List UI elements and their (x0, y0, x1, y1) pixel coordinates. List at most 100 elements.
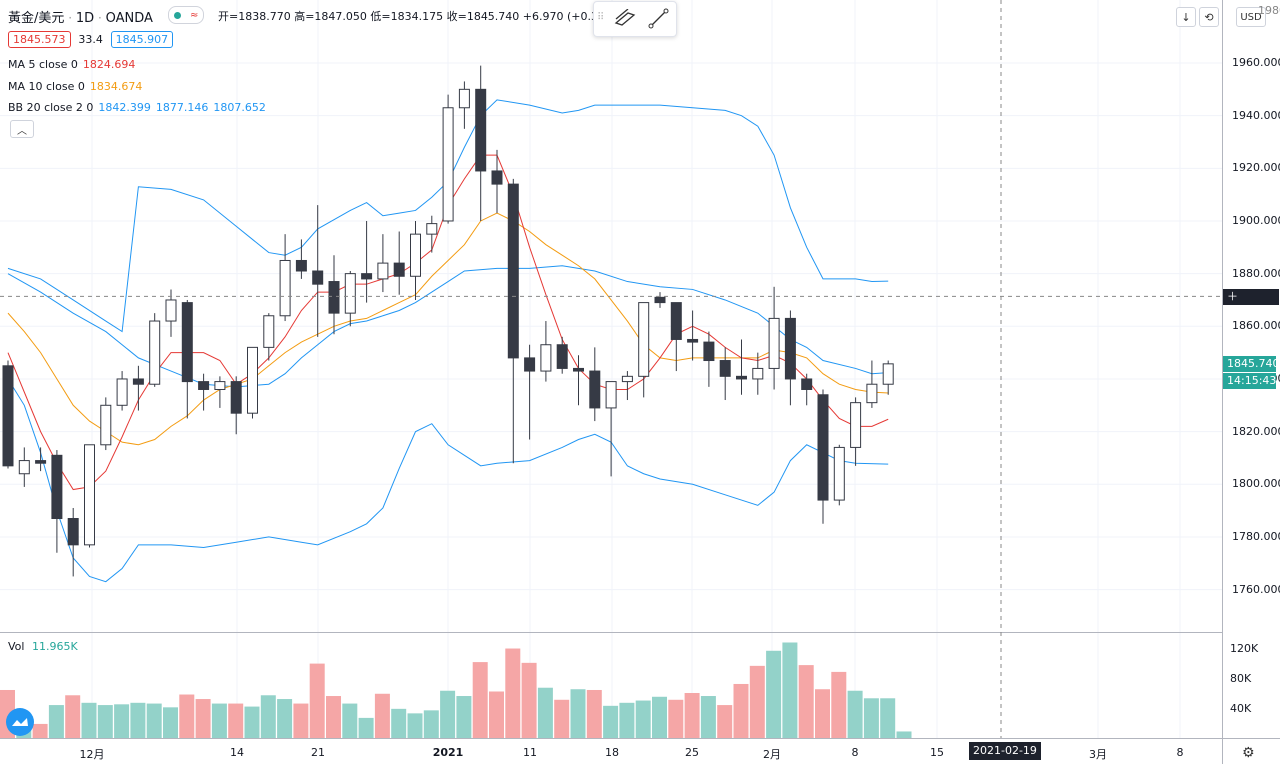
volume-bar (798, 665, 814, 738)
volume-bar (505, 648, 521, 738)
volume-bar (97, 705, 113, 738)
ma5-legend[interactable]: MA 5 close 0 1824.694 (8, 58, 140, 71)
candle (605, 381, 617, 477)
tradingview-logo-icon[interactable] (6, 708, 34, 736)
bb-line-lower (7, 378, 889, 583)
candle (181, 299, 193, 419)
candle (540, 321, 552, 382)
collapse-legend-button[interactable]: ︿ (10, 120, 34, 138)
crosshair-date-label: 2021-02-19 (969, 742, 1041, 760)
volume-legend[interactable]: Vol 11.965K (8, 640, 78, 653)
volume-bar (211, 703, 227, 738)
volume-label: Vol (8, 640, 25, 653)
approx-icon: ≈ (189, 9, 199, 21)
candle-body-down (295, 259, 307, 272)
candle (100, 397, 112, 451)
candle (882, 360, 894, 395)
candle-body-up (866, 383, 878, 404)
fullscreen-button[interactable]: ⟲ (1199, 7, 1219, 27)
candle (295, 239, 307, 279)
ma10-label: MA 10 close 0 (8, 80, 85, 93)
candle (670, 302, 682, 372)
candle (817, 389, 829, 524)
candle (736, 339, 747, 395)
volume-bar (749, 665, 765, 738)
candle-body-down (654, 296, 666, 304)
volume-bar (603, 705, 619, 738)
grid-lines (0, 0, 1222, 738)
candle (165, 289, 177, 337)
volume-bar (456, 696, 472, 738)
currency-button[interactable]: USD (1236, 7, 1266, 27)
volume-bar (733, 683, 749, 738)
candle-body-up (116, 378, 128, 406)
price-tick-label: 1800.000 (1232, 477, 1280, 491)
candle-body-down (491, 170, 503, 185)
volume-bar (260, 695, 276, 738)
volume-tick-label: 80K (1230, 671, 1252, 685)
volume-bar (130, 702, 146, 738)
settings-gear-icon[interactable]: ⚙ (1242, 745, 1255, 761)
candle-body-up (247, 346, 258, 414)
candle-body-down (67, 518, 79, 546)
price-tick-label: 1760.000 (1232, 582, 1280, 596)
time-tick-label: 11 (523, 746, 537, 759)
arrow-down-icon: ↓ (1181, 10, 1191, 24)
candle (524, 344, 536, 440)
volume-bar (635, 700, 651, 738)
volume-bar (391, 708, 407, 738)
price-tick-label: 1960.000 (1232, 56, 1280, 69)
volume-bar (619, 702, 635, 738)
candle (654, 292, 666, 308)
candle (230, 376, 242, 435)
countdown-label: 14:15:43 (1223, 373, 1276, 389)
candle-body-down (328, 281, 340, 314)
candle (279, 234, 291, 322)
candle-body-down (393, 262, 405, 277)
candle-body-up (84, 444, 95, 546)
drag-handle-icon[interactable]: ⠿ (597, 12, 605, 23)
candle-body-down (573, 367, 584, 372)
ma10-legend[interactable]: MA 10 close 0 1834.674 (8, 80, 147, 93)
volume-bar (114, 704, 130, 738)
candle-body-down (361, 273, 373, 280)
price-tick-label: 1900.000 (1232, 213, 1280, 227)
spread-value: 33.4 (78, 33, 103, 46)
candle (361, 220, 373, 303)
candle-body-down (132, 378, 144, 385)
trend-line-icon[interactable] (648, 8, 670, 30)
market-status-toggle[interactable]: ≈ (168, 6, 204, 24)
candle-body-down (703, 341, 715, 362)
bb-label: BB 20 close 2 0 (8, 101, 94, 114)
candle-body-up (410, 233, 421, 277)
candle (556, 336, 568, 374)
volume-bar (896, 731, 912, 738)
candle (84, 444, 95, 548)
plus-icon: ＋ (1227, 290, 1238, 303)
parallel-channel-icon[interactable] (614, 9, 636, 29)
volume-bar (831, 671, 847, 738)
volume-bar (782, 642, 798, 738)
exchange: OANDA (105, 11, 153, 26)
candle (410, 220, 421, 300)
ask-price-button[interactable]: 1845.907 (110, 31, 174, 48)
symbol-header[interactable]: 黃金/美元 · 1D · OANDA (8, 11, 153, 26)
candle-body-up (540, 344, 552, 372)
candle-body-up (442, 107, 454, 222)
candle-body-up (833, 446, 845, 501)
volume-bar (717, 705, 733, 738)
candle-body-down (181, 302, 193, 383)
volume-bar (358, 717, 374, 738)
candle-body-down (35, 460, 47, 464)
candle-body-down (198, 381, 210, 390)
bid-price-button[interactable]: 1845.573 (8, 31, 71, 48)
candle-body-up (752, 367, 764, 380)
bb-legend[interactable]: BB 20 close 2 0 1842.399 1877.146 1807.652 (8, 101, 271, 114)
price-tick-label: 1820.000 (1232, 424, 1280, 438)
volume-bar (309, 663, 325, 738)
time-tick-label: 8 (1176, 746, 1184, 759)
bid-ask-row: 1845.573 33.4 1845.907 (8, 31, 174, 48)
download-button[interactable]: ↓ (1176, 7, 1196, 27)
volume-bar (521, 662, 537, 738)
